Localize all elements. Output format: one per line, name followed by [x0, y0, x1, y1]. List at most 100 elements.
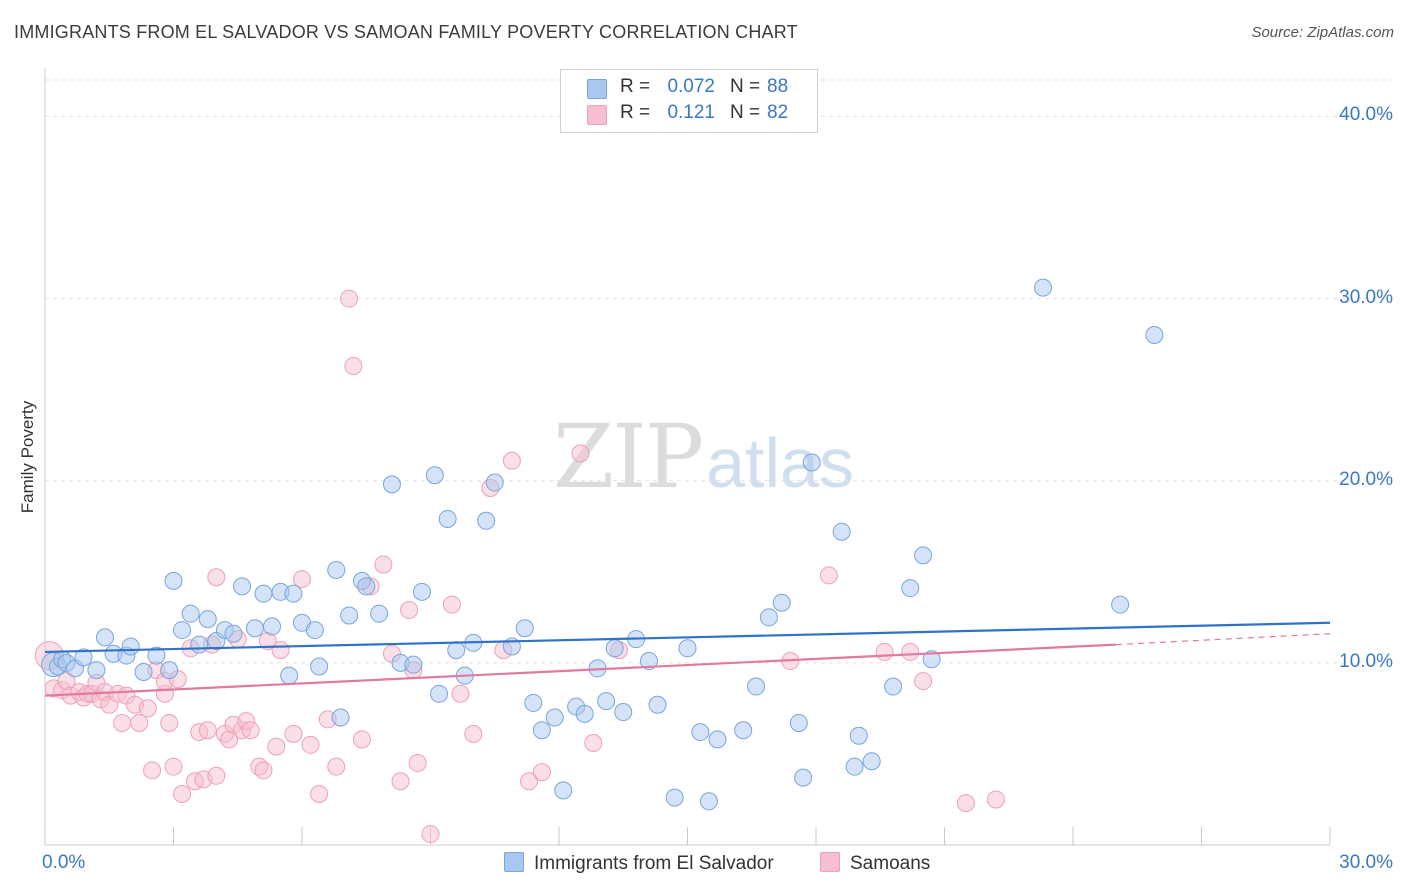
el-salvador-point [87, 661, 106, 680]
el-salvador-point [95, 628, 114, 647]
el-salvador-point [802, 453, 821, 472]
x-tick-label-end: 30.0% [1339, 852, 1393, 873]
samoans-point [207, 766, 226, 785]
el-salvador-point [794, 768, 813, 787]
grid-lines [45, 79, 1392, 664]
samoans-point [301, 735, 320, 754]
source-credit: Source: ZipAtlas.com [1251, 24, 1394, 41]
blue-swatch [587, 79, 607, 99]
el-salvador-point [554, 781, 573, 800]
samoans-point [956, 794, 975, 813]
samoans-point [293, 570, 311, 589]
samoans-points [34, 289, 1005, 844]
el-salvador-point [914, 546, 933, 565]
el-salvador-point [404, 655, 423, 674]
el-salvador-point [447, 641, 466, 660]
el-salvador-point [1145, 326, 1164, 344]
el-salvador-point [173, 621, 192, 640]
el-salvador-point [382, 475, 401, 494]
samoans-point [442, 595, 461, 614]
el-salvador-point [147, 646, 166, 665]
samoans-point [198, 721, 217, 740]
el-salvador-point [605, 639, 624, 658]
el-salvador-point [532, 721, 551, 740]
x-tick-label-start: 0.0% [42, 852, 86, 873]
el-salvador-point [331, 708, 350, 727]
el-salvador-point [327, 560, 346, 579]
el-salvador-point [1111, 595, 1130, 614]
samoans-point [421, 825, 440, 844]
el-salvador-point [357, 577, 376, 596]
samoans-point [327, 757, 346, 776]
legend-label: Samoans [850, 853, 931, 874]
samoans-point [451, 684, 470, 703]
correlation-legend: R = 0.072 N = 88 R = 0.121 N = 82 [560, 69, 818, 133]
el-salvador-point [340, 606, 359, 625]
el-salvador-point [747, 677, 766, 696]
el-salvador-point [708, 730, 727, 749]
samoans-point [374, 555, 393, 574]
el-salvador-point [665, 788, 684, 807]
chart-title: IMMIGRANTS FROM EL SALVADOR VS SAMOAN FA… [14, 22, 798, 42]
samoans-point [241, 721, 260, 740]
samoans-point [310, 785, 329, 803]
samoans-point [584, 734, 603, 752]
legend-label: Immigrants from El Salvador [534, 853, 774, 874]
n-label: N = [730, 102, 761, 123]
el-salvador-point [648, 695, 667, 714]
axes [44, 68, 1331, 846]
samoans-point [532, 763, 551, 782]
el-salvador-point [74, 648, 93, 667]
samoans-point [986, 790, 1005, 809]
samoans-point [464, 724, 483, 743]
samoans-point [267, 737, 286, 756]
el-salvador-point [438, 509, 457, 528]
el-salvador-trend-line [44, 621, 1331, 654]
el-salvador-point [284, 584, 303, 603]
samoans-point [819, 566, 838, 585]
n-value: 88 [767, 76, 789, 97]
samoans-point [254, 761, 273, 780]
el-salvador-point [884, 677, 903, 696]
el-salvador-point [425, 466, 444, 485]
y-tick-label: 30.0% [1339, 286, 1393, 308]
el-salvador-point [614, 703, 633, 722]
n-value: 82 [767, 102, 789, 123]
el-salvador-point [370, 604, 389, 623]
el-salvador-point [181, 604, 200, 623]
el-salvador-point [597, 692, 616, 711]
el-salvador-point [477, 511, 496, 530]
el-salvador-point [832, 522, 851, 541]
samoans-point [113, 713, 132, 732]
samoans-point [143, 761, 162, 780]
samoans-point [520, 772, 539, 791]
samoans-point [173, 785, 192, 803]
samoans-point [138, 699, 157, 718]
el-salvador-point [310, 657, 329, 676]
el-salvador-point [639, 652, 658, 671]
el-salvador-point [198, 610, 217, 629]
samoans-trend-line [44, 643, 1116, 697]
samoans-point [391, 772, 410, 791]
n-label: N = [730, 76, 761, 97]
samoans-point [344, 356, 363, 375]
legend-item-samoans: Samoans [820, 852, 930, 875]
samoans-point [164, 757, 183, 776]
samoans-point [400, 601, 419, 620]
el-salvador-point [121, 637, 140, 656]
samoans-point [130, 713, 149, 732]
el-salvador-point [759, 608, 778, 627]
samoans-point [901, 642, 920, 661]
el-salvador-point [699, 792, 718, 811]
y-tick-label: 40.0% [1339, 104, 1393, 126]
el-salvador-point [430, 684, 449, 703]
samoans-point [914, 672, 933, 691]
r-label: R = [620, 102, 651, 123]
el-salvador-point [901, 579, 920, 598]
blue-swatch [504, 852, 524, 872]
r-value: 0.072 [667, 76, 715, 97]
el-salvador-point [734, 721, 753, 740]
el-salvador-point [233, 577, 252, 596]
samoans-point [502, 451, 521, 470]
